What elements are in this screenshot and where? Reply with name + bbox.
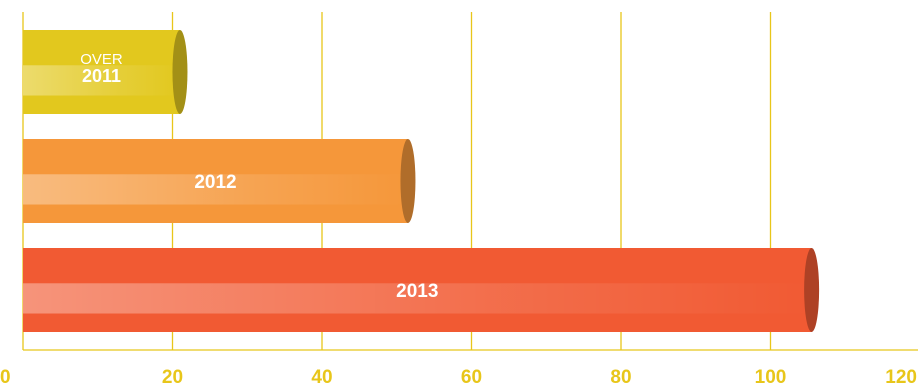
bar-highlight-2013	[23, 283, 812, 314]
x-tick-label-60: 60	[461, 367, 482, 387]
bar-highlight-2011	[23, 65, 180, 96]
bar-cap-2013	[804, 248, 820, 332]
x-tick-label-120: 120	[885, 367, 917, 387]
x-tick-label-80: 80	[610, 367, 631, 387]
bar-cap-2012	[400, 139, 416, 223]
bar-category-label: 2013	[396, 281, 438, 302]
x-tick-label-20: 20	[162, 367, 183, 387]
bar-highlight-2012	[23, 174, 408, 205]
x-tick-label-100: 100	[755, 367, 787, 387]
bar-category-label: 2011	[82, 66, 121, 86]
bar-2013: 2013	[23, 248, 820, 332]
bar-2012: 2012	[23, 139, 416, 223]
bar-prefix-label: OVER	[80, 51, 123, 68]
x-tick-label-0: 0	[0, 367, 11, 387]
bar-cap-2011	[172, 30, 188, 114]
x-axis-tick-labels: 0 20 40 60 80 100 120	[0, 367, 917, 387]
x-tick-label-40: 40	[311, 367, 332, 387]
bar-category-label: 2012	[194, 172, 236, 193]
